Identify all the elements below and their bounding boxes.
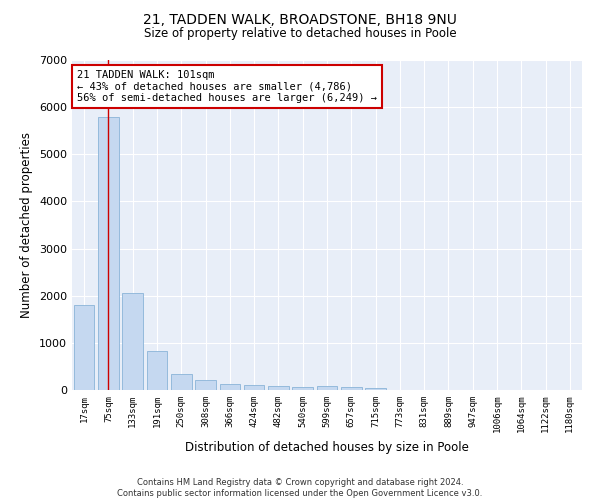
Bar <box>74 305 94 390</box>
Y-axis label: Number of detached properties: Number of detached properties <box>20 132 34 318</box>
Bar <box>365 388 386 390</box>
Bar <box>146 352 167 390</box>
Bar <box>171 374 191 390</box>
Bar <box>292 387 313 390</box>
Bar <box>220 384 240 390</box>
Bar <box>244 385 265 390</box>
X-axis label: Distribution of detached houses by size in Poole: Distribution of detached houses by size … <box>185 441 469 454</box>
Bar <box>317 386 337 390</box>
Bar <box>98 116 119 390</box>
Text: 21 TADDEN WALK: 101sqm
← 43% of detached houses are smaller (4,786)
56% of semi-: 21 TADDEN WALK: 101sqm ← 43% of detached… <box>77 70 377 103</box>
Text: Contains HM Land Registry data © Crown copyright and database right 2024.
Contai: Contains HM Land Registry data © Crown c… <box>118 478 482 498</box>
Text: Size of property relative to detached houses in Poole: Size of property relative to detached ho… <box>143 28 457 40</box>
Bar <box>341 388 362 390</box>
Bar <box>122 294 143 390</box>
Text: 21, TADDEN WALK, BROADSTONE, BH18 9NU: 21, TADDEN WALK, BROADSTONE, BH18 9NU <box>143 12 457 26</box>
Bar <box>195 380 216 390</box>
Bar <box>268 386 289 390</box>
